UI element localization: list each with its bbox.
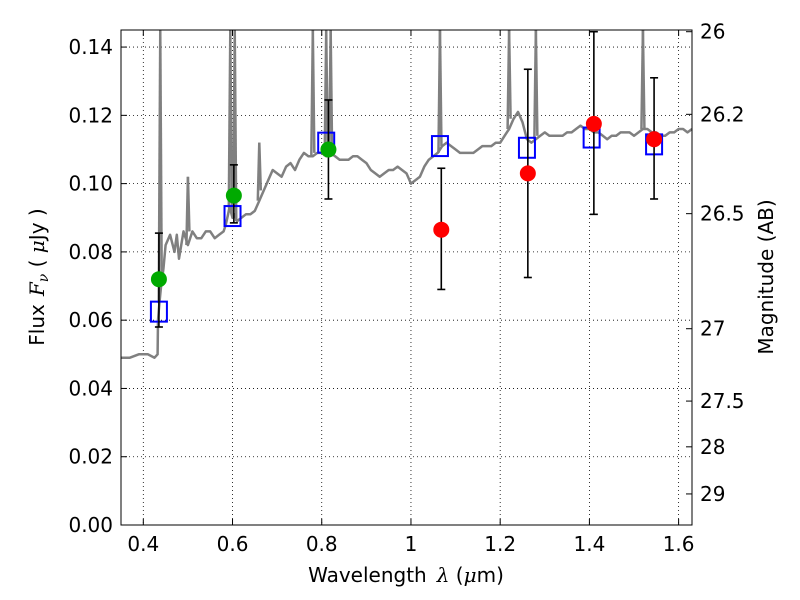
right-tick-label: 29: [700, 482, 725, 506]
right-tick-label: 26.5: [700, 202, 745, 226]
x-tick-label: 1.6: [663, 532, 695, 556]
emission-line: [311, 29, 316, 153]
emission-line: [507, 29, 512, 119]
right-tick-label: 27.5: [700, 389, 745, 413]
right-tick-label: 26.2: [700, 102, 745, 126]
emission-line: [229, 29, 234, 211]
emission-line: [159, 29, 164, 287]
y-tick-label: 0.08: [68, 240, 113, 264]
emission-line: [258, 142, 263, 191]
y-tick-label: 0.14: [68, 35, 113, 59]
y-tick-label: 0.10: [68, 172, 113, 196]
y-axis-label: FluxFν ( μJy ): [25, 208, 52, 345]
y-tick-label: 0.02: [68, 445, 113, 469]
x-tick-label: 0.6: [217, 532, 249, 556]
right-tick-label: 26: [700, 20, 725, 44]
y-tick-label: 0.06: [68, 308, 113, 332]
x-tick-label: 0.8: [306, 532, 338, 556]
grid: [121, 30, 692, 526]
data-point: [433, 221, 450, 238]
y-tick-label: 0.12: [68, 103, 113, 127]
data-point: [150, 271, 167, 288]
model-photometry-square: [223, 205, 242, 228]
plot-frame: [120, 29, 693, 526]
data-point: [519, 165, 536, 182]
plot-area: [121, 30, 692, 525]
y-tick-label: 0.04: [68, 376, 113, 400]
data-point: [320, 141, 337, 158]
emission-line: [329, 29, 334, 157]
right-axis-label: Magnitude (AB): [754, 199, 778, 354]
markers: [149, 30, 664, 328]
emission-line: [641, 29, 646, 130]
emission-line: [534, 29, 539, 136]
data-point: [585, 115, 602, 132]
x-tick-label: 1: [405, 532, 418, 556]
model-photometry-square: [517, 136, 536, 159]
x-axis-label: Wavelength λ (μm): [308, 563, 504, 587]
right-tick-label: 27: [700, 317, 725, 341]
emission-line: [324, 29, 329, 153]
x-tick-label: 1.2: [484, 532, 516, 556]
x-tick-label: 0.4: [127, 532, 159, 556]
emission-line: [438, 29, 443, 147]
data-point: [646, 131, 663, 148]
ticks: 0.4 0.6 0.8 1 1.2 1.4 1.6 0.00 0.02 0.04 0.06 0.08 0…: [68, 20, 744, 556]
x-tick-label: 1.4: [573, 532, 605, 556]
emission-line: [186, 176, 191, 232]
data-point: [225, 187, 242, 204]
y-tick-label: 0.00: [68, 513, 113, 537]
model-photometry-square: [430, 135, 449, 158]
right-tick-label: 28: [700, 435, 725, 459]
